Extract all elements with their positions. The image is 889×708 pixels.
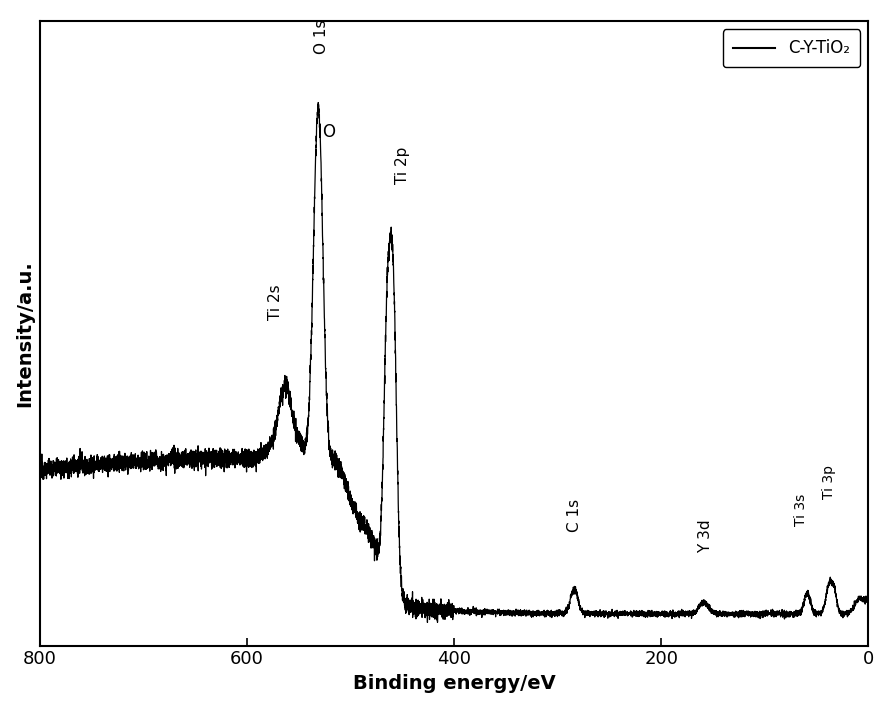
Text: Ti 2s: Ti 2s (268, 284, 284, 320)
Text: O 1s: O 1s (314, 19, 329, 54)
Text: C 1s: C 1s (566, 498, 581, 532)
X-axis label: Binding energy/eV: Binding energy/eV (353, 674, 556, 693)
Y-axis label: Intensity/a.u.: Intensity/a.u. (15, 260, 34, 406)
Text: Ti 3p: Ti 3p (822, 465, 836, 499)
Legend: C-Y-TiO₂: C-Y-TiO₂ (723, 30, 860, 67)
Text: O: O (322, 122, 335, 140)
Text: Ti 3s: Ti 3s (794, 494, 808, 526)
Text: Ti 2p: Ti 2p (395, 147, 410, 184)
Text: Y 3d: Y 3d (698, 520, 713, 553)
